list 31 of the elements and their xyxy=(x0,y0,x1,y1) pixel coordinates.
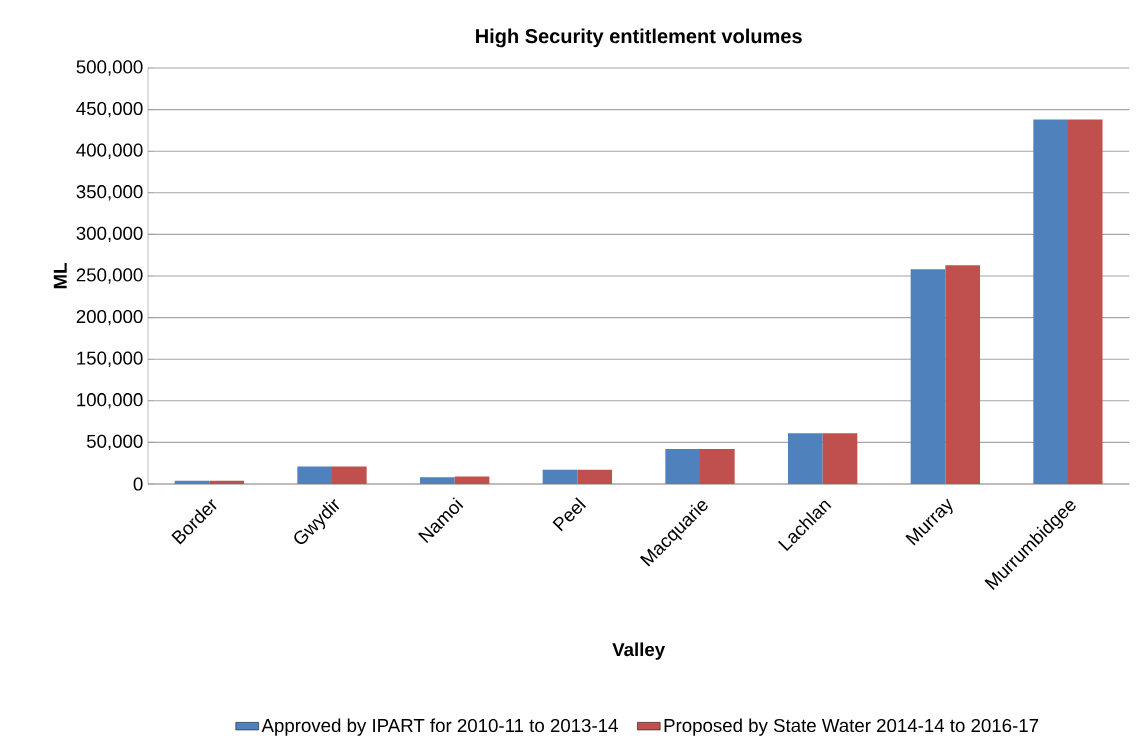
y-tick-label: 50,000 xyxy=(86,434,143,451)
y-tick-label: 400,000 xyxy=(76,143,143,159)
y-tick-label: 150,000 xyxy=(77,351,143,367)
bar xyxy=(788,433,823,484)
bar xyxy=(577,469,612,484)
bar xyxy=(420,477,455,484)
bar xyxy=(945,265,980,484)
chart-title: High Security entitlement volumes xyxy=(476,28,802,48)
y-tick-label: 450,000 xyxy=(76,101,143,118)
bar xyxy=(700,449,735,484)
bar xyxy=(454,476,490,484)
y-tick-label: 200,000 xyxy=(76,309,143,326)
bar xyxy=(332,466,367,484)
y-tick-label: 500,000 xyxy=(76,60,143,76)
bar xyxy=(209,480,244,484)
y-tick-label: 300,000 xyxy=(76,226,143,243)
bar xyxy=(822,433,858,484)
legend-label: Proposed by State Water 2014-14 to 2016-17 xyxy=(664,718,1039,736)
y-tick-label: 100,000 xyxy=(77,393,143,409)
x-axis-title: Valley xyxy=(612,642,666,660)
legend-label: Approved by IPART for 2010-11 to 2013-14 xyxy=(261,718,618,736)
bar xyxy=(1033,119,1068,484)
bar xyxy=(910,269,946,484)
bar xyxy=(1068,119,1103,484)
bar xyxy=(542,469,578,484)
y-axis-title: ML xyxy=(53,263,67,289)
y-tick-label: 250,000 xyxy=(76,268,143,284)
bar xyxy=(297,466,332,484)
bar xyxy=(665,449,700,484)
y-tick-label: 0 xyxy=(133,477,143,491)
y-tick-label: 350,000 xyxy=(76,185,143,201)
